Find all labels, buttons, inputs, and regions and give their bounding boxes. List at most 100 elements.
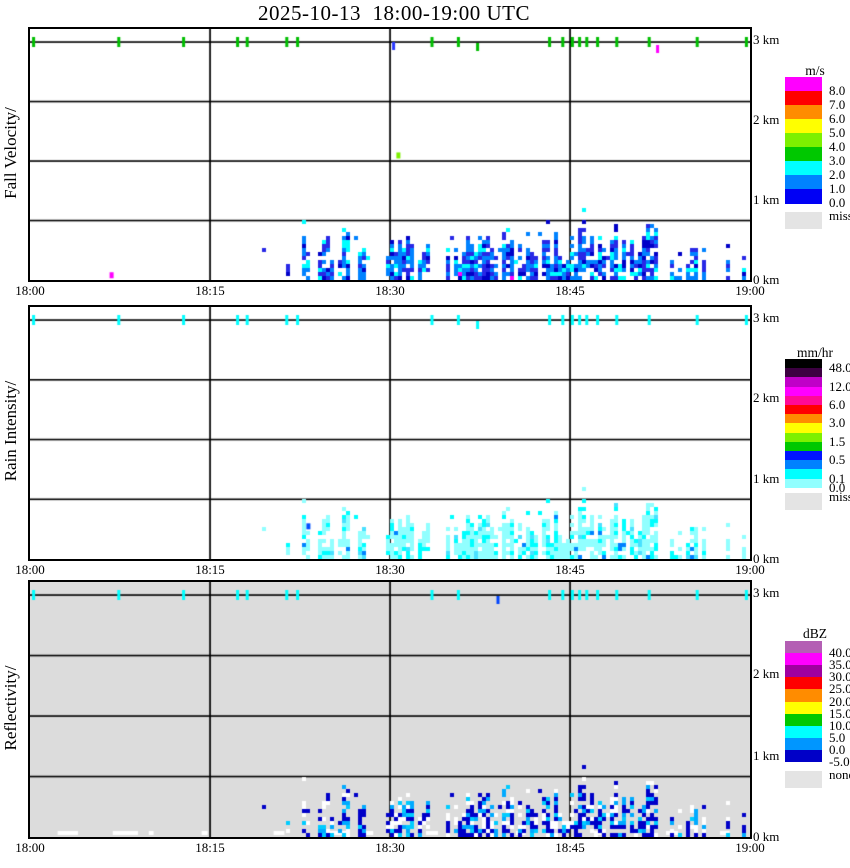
legend-tick-label: 20.0 — [829, 693, 850, 709]
legend-tick-label: 35.0 — [829, 657, 850, 673]
legend-color-cell — [785, 91, 822, 106]
x-tick-label: 18:45 — [555, 840, 585, 855]
x-tick-label: 18:15 — [195, 283, 225, 298]
legend-tick-label: 6.0 — [829, 111, 846, 126]
legend-color-cell — [785, 368, 822, 378]
legend-tick-label: 1.0 — [829, 181, 846, 196]
legend-color-cell — [785, 359, 822, 369]
legend-tick-label: 15.0 — [829, 705, 850, 721]
legend-title-fall-velocity: m/s — [805, 63, 825, 78]
legend-tick-label: 0.0 — [829, 741, 846, 757]
height-label: 0 km — [753, 551, 780, 566]
legend-color-cell — [785, 460, 822, 470]
legend-title-rain-intensity: mm/hr — [797, 345, 833, 360]
legend-tick-label: 0.1 — [829, 470, 846, 486]
x-tick-label: 18:30 — [375, 840, 405, 855]
legend-color-cell — [785, 469, 822, 480]
x-tick-label: 18:45 — [555, 562, 585, 577]
legend-color-cell — [785, 175, 822, 190]
legend-tick-label: 25.0 — [829, 681, 850, 697]
legend-tick-label: 0.5 — [829, 452, 846, 468]
legend-tick-label: 6.0 — [829, 397, 846, 412]
legend-missing-label: none — [829, 767, 850, 782]
legend-color-cell — [785, 77, 822, 92]
legend-color-cell — [785, 689, 822, 702]
legend-color-cell — [785, 701, 822, 715]
legend-color-cell — [785, 377, 822, 388]
legend-color-cell — [785, 713, 822, 727]
legend-title-reflectivity: dBZ — [802, 626, 828, 641]
legend-color-cell — [785, 432, 822, 443]
x-tick-label: 18:00 — [15, 840, 45, 855]
legend-tick-label: 48.0 — [829, 360, 850, 376]
y-axis-label-fall-velocity: Fall Velocity/ — [1, 106, 20, 199]
legend-color-cell — [785, 119, 822, 134]
legend-tick-label: 5.0 — [829, 125, 846, 140]
legend-missing-box — [785, 212, 822, 229]
x-tick-label: 18:45 — [555, 283, 585, 298]
legend-color-cell — [785, 725, 822, 739]
x-tick-label: 19:00 — [735, 840, 765, 855]
x-tick-label: 18:30 — [375, 283, 405, 298]
legend-tick-label: 4.0 — [829, 139, 846, 154]
x-tick-label: 18:15 — [195, 562, 225, 577]
x-tick-label: 18:00 — [15, 562, 45, 577]
legend-tick-label: 40.0 — [829, 645, 850, 661]
legend-color-cell — [785, 749, 822, 763]
legend-color-cell — [785, 414, 822, 424]
height-label: 2 km — [753, 666, 780, 682]
y-axis-label-reflectivity: Reflectivity/ — [1, 665, 20, 750]
legend-tick-label: 0.0 — [829, 195, 846, 210]
legend-missing-box — [785, 771, 822, 788]
legend-color-cell — [785, 161, 822, 176]
heatmap-canvas-fall-velocity — [30, 29, 750, 280]
height-label: 3 km — [753, 310, 780, 325]
legend-tick-label: 10.0 — [829, 717, 850, 733]
heatmap-canvas-reflectivity — [30, 582, 750, 837]
height-label: 0 km — [753, 272, 780, 287]
legend-color-cell — [785, 451, 822, 461]
height-label: 1 km — [753, 747, 780, 763]
legend-tick-label: -5.0 — [829, 754, 850, 769]
figure-title: 2025-10-13 18:00-19:00 UTC — [258, 1, 530, 25]
legend-tick-label: 12.0 — [829, 378, 850, 394]
legend-color-cell — [785, 105, 822, 120]
legend-color-cell — [785, 665, 822, 678]
legend-missing-label: miss — [829, 489, 850, 504]
legend-missing-box — [785, 493, 822, 510]
x-tick-label: 18:15 — [195, 840, 225, 855]
height-label: 3 km — [753, 32, 780, 47]
legend-tick-label: 7.0 — [829, 97, 846, 112]
legend-tick-label: 8.0 — [829, 83, 846, 98]
x-tick-label: 18:00 — [15, 283, 45, 298]
legend-color-cell — [785, 641, 822, 654]
legend-color-cell — [785, 395, 822, 406]
legend-color-cell — [785, 653, 822, 666]
height-label: 1 km — [753, 192, 780, 207]
x-tick-label: 19:00 — [735, 562, 765, 577]
height-label: 0 km — [753, 829, 780, 844]
legend-missing-label: miss — [829, 208, 850, 223]
heatmap-canvas-rain-intensity — [30, 307, 750, 559]
legend-color-cell — [785, 386, 822, 397]
x-tick-label: 19:00 — [735, 283, 765, 298]
y-axis-label-rain-intensity: Rain Intensity/ — [1, 380, 20, 482]
legend-tick-label: 3.0 — [829, 153, 846, 168]
height-label: 2 km — [753, 390, 780, 406]
x-tick-label: 18:30 — [375, 562, 405, 577]
legend-color-cell — [785, 405, 822, 415]
height-label: 2 km — [753, 112, 780, 127]
legend-color-cell — [785, 147, 822, 162]
legend-color-cell — [785, 737, 822, 751]
height-label: 3 km — [753, 585, 780, 600]
legend-tick-label: 0.0 — [829, 479, 846, 495]
panel-reflectivity — [28, 580, 752, 839]
height-label: 1 km — [753, 470, 780, 486]
legend-tick-label: 30.0 — [829, 669, 850, 685]
legend-tick-label: 5.0 — [829, 729, 846, 745]
legend-color-cell — [785, 133, 822, 148]
legend-color-cell — [785, 677, 822, 690]
legend-tick-label: 2.0 — [829, 167, 846, 182]
legend-color-cell — [785, 189, 822, 204]
